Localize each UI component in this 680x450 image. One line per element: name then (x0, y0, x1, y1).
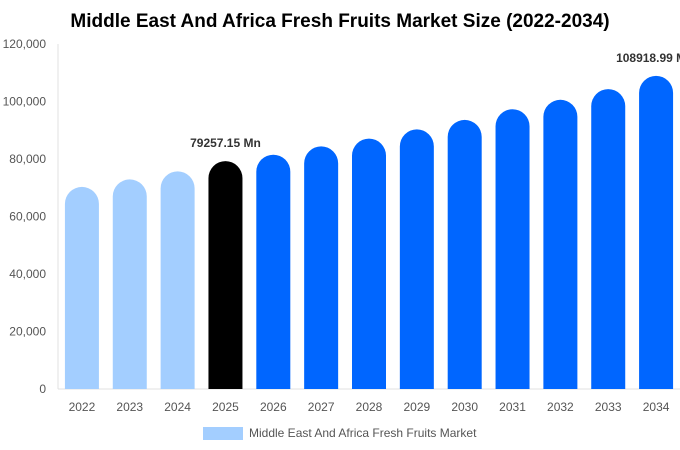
x-axis: 2022 2023 2024 2025 2026 2027 2028 2029 2030 2031… (69, 400, 670, 414)
legend-swatch (203, 427, 243, 440)
bar-2028 (352, 138, 386, 389)
bar-2030 (447, 119, 482, 390)
x-tick-label: 2034 (643, 400, 670, 414)
data-label: 108918.99 Mn (616, 51, 680, 65)
bar-2029 (399, 129, 434, 389)
x-tick-label: 2030 (451, 400, 478, 414)
y-tick-label: 80,000 (9, 152, 46, 166)
y-tick-label: 60,000 (9, 210, 46, 224)
x-tick-label: 2033 (595, 400, 622, 414)
x-tick-label: 2024 (164, 400, 191, 414)
x-tick-label: 2026 (260, 400, 287, 414)
bar-2023 (112, 179, 147, 389)
y-tick-label: 40,000 (9, 267, 46, 281)
x-tick-label: 2025 (212, 400, 239, 414)
bar-2034 (639, 75, 674, 389)
x-tick-label: 2031 (499, 400, 526, 414)
data-label: 79257.15 Mn (190, 136, 261, 150)
y-axis: 0 20,000 40,000 60,000 80,000 100,000 120,000 (3, 37, 680, 396)
x-tick-label: 2022 (69, 400, 96, 414)
legend-label: Middle East And Africa Fresh Fruits Mark… (249, 426, 477, 440)
y-tick-label: 0 (39, 382, 46, 396)
y-tick-label: 100,000 (3, 95, 47, 109)
bar-2033 (591, 89, 626, 389)
x-tick-label: 2027 (308, 400, 335, 414)
x-tick-label: 2028 (356, 400, 383, 414)
bar-2027 (304, 146, 339, 389)
bar-2032 (543, 99, 578, 390)
chart-title: Middle East And Africa Fresh Fruits Mark… (70, 11, 609, 32)
bars (64, 75, 674, 390)
x-tick-label: 2029 (403, 400, 430, 414)
bar-2025 (208, 161, 243, 389)
bar-2024 (160, 171, 195, 389)
x-tick-label: 2023 (116, 400, 143, 414)
data-labels: 79257.15 Mn 108918.99 Mn (190, 51, 680, 150)
bar-2022 (64, 186, 99, 389)
bar-2026 (256, 154, 291, 389)
x-tick-label: 2032 (547, 400, 574, 414)
legend: Middle East And Africa Fresh Fruits Mark… (203, 426, 477, 440)
bar-2031 (495, 109, 530, 389)
y-tick-label: 20,000 (9, 325, 46, 339)
y-tick-label: 120,000 (3, 37, 47, 51)
